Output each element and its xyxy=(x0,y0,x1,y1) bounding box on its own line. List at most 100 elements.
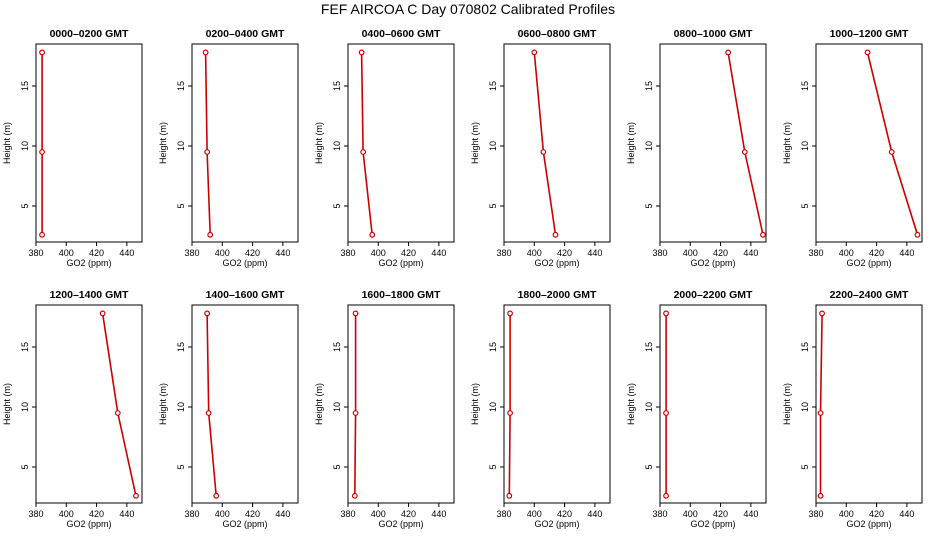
y-tick-label: 10 xyxy=(644,402,654,412)
profile-line xyxy=(360,52,373,235)
x-axis-label: GO2 (ppm) xyxy=(690,258,735,268)
data-point xyxy=(552,231,559,238)
data-point xyxy=(351,492,358,499)
data-point xyxy=(760,231,766,238)
x-tick-label: 420 xyxy=(713,248,728,258)
y-tick-label: 5 xyxy=(488,464,498,469)
plot-frame xyxy=(347,304,455,504)
y-tick-label: 10 xyxy=(488,141,498,151)
y-tick-label: 15 xyxy=(800,81,810,91)
x-tick-label: 440 xyxy=(743,509,758,519)
x-axis-label: GO2 (ppm) xyxy=(534,258,579,268)
x-tick-label: 440 xyxy=(431,248,446,258)
y-axis-label: Height (m) xyxy=(314,122,324,164)
x-axis-label: GO2 (ppm) xyxy=(690,519,735,529)
profile-line xyxy=(354,313,357,496)
y-axis-label: Height (m) xyxy=(626,383,636,425)
data-point xyxy=(99,310,106,317)
y-tick-label: 15 xyxy=(488,342,498,352)
profile-line xyxy=(204,52,211,235)
x-tick-label: 380 xyxy=(184,509,199,519)
profile-panel: 1800–2000 GMT 380 400 420 440 GO2 (ppm) 5 10 15 H… xyxy=(470,289,611,529)
profile-panel: 1600–1800 GMT 380 400 420 440 GO2 (ppm) 5 10 15 H… xyxy=(314,289,455,529)
profile-panel: 2200–2400 GMT 380 400 420 440 GO2 (ppm) 5 10 15 H… xyxy=(782,289,923,529)
data-point xyxy=(531,49,538,56)
plot-frame xyxy=(659,43,767,243)
profile-line xyxy=(206,313,217,496)
panel-title: 1800–2000 GMT xyxy=(518,289,597,301)
x-axis-label: GO2 (ppm) xyxy=(222,519,267,529)
data-point xyxy=(817,410,824,416)
y-tick-label: 15 xyxy=(176,81,186,91)
x-tick-label: 400 xyxy=(683,509,698,519)
data-point xyxy=(663,492,669,499)
data-point xyxy=(663,410,669,416)
y-tick-label: 5 xyxy=(800,464,810,469)
y-tick-label: 10 xyxy=(176,141,186,151)
profile-line xyxy=(533,52,557,235)
profile-panel: 2000–2200 GMT 380 400 420 440 GO2 (ppm) 5 10 15 H… xyxy=(626,289,767,529)
x-tick-label: 400 xyxy=(215,509,230,519)
x-tick-label: 420 xyxy=(869,248,884,258)
x-tick-label: 440 xyxy=(431,509,446,519)
panel-title: 1400–1600 GMT xyxy=(206,289,285,301)
y-tick-label: 5 xyxy=(176,464,186,469)
y-tick-label: 5 xyxy=(20,203,30,208)
y-tick-label: 15 xyxy=(176,342,186,352)
x-tick-label: 380 xyxy=(340,248,355,258)
y-tick-label: 15 xyxy=(800,342,810,352)
x-tick-label: 400 xyxy=(371,248,386,258)
x-axis-label: GO2 (ppm) xyxy=(66,258,111,268)
x-tick-label: 400 xyxy=(59,509,74,519)
y-tick-label: 10 xyxy=(20,141,30,151)
x-tick-label: 440 xyxy=(899,509,914,519)
y-tick-label: 5 xyxy=(332,203,342,208)
x-tick-label: 440 xyxy=(899,248,914,258)
y-tick-label: 10 xyxy=(332,141,342,151)
x-tick-label: 380 xyxy=(28,509,43,519)
x-tick-label: 400 xyxy=(371,509,386,519)
y-axis-label: Height (m) xyxy=(470,383,480,425)
y-tick-label: 10 xyxy=(20,402,30,412)
panel-title: 0600–0800 GMT xyxy=(518,28,597,40)
plot-frame xyxy=(191,43,299,243)
data-point xyxy=(207,231,214,238)
x-tick-label: 380 xyxy=(28,248,43,258)
plot-frame xyxy=(35,304,143,504)
y-tick-label: 15 xyxy=(644,81,654,91)
x-tick-label: 400 xyxy=(839,509,854,519)
y-tick-label: 10 xyxy=(332,402,342,412)
data-point xyxy=(358,49,365,56)
y-axis-label: Height (m) xyxy=(782,122,792,164)
x-tick-label: 420 xyxy=(245,509,260,519)
x-tick-label: 440 xyxy=(587,248,602,258)
y-tick-label: 15 xyxy=(488,81,498,91)
profile-panel: 1200–1400 GMT 380 400 420 440 GO2 (ppm) 5 10 15 H… xyxy=(2,289,143,529)
x-tick-label: 380 xyxy=(340,509,355,519)
x-tick-label: 420 xyxy=(557,248,572,258)
x-tick-label: 420 xyxy=(245,248,260,258)
y-tick-label: 10 xyxy=(800,141,810,151)
y-axis-label: Height (m) xyxy=(2,122,12,164)
x-tick-label: 440 xyxy=(743,248,758,258)
x-axis-label: GO2 (ppm) xyxy=(378,258,423,268)
y-axis-label: Height (m) xyxy=(158,383,168,425)
y-axis-label: Height (m) xyxy=(626,122,636,164)
data-point xyxy=(540,149,547,155)
x-axis-label: GO2 (ppm) xyxy=(222,258,267,268)
panel-title: 1000–1200 GMT xyxy=(830,28,909,40)
x-tick-label: 400 xyxy=(527,248,542,258)
x-tick-label: 380 xyxy=(184,248,199,258)
y-tick-label: 15 xyxy=(332,81,342,91)
panel-title: 0200–0400 GMT xyxy=(206,28,285,40)
plot-frame xyxy=(35,43,143,243)
panel-title: 2000–2200 GMT xyxy=(674,289,753,301)
panel-title: 2200–2400 GMT xyxy=(830,289,909,301)
y-tick-label: 5 xyxy=(800,203,810,208)
panel-title: 1200–1400 GMT xyxy=(50,289,129,301)
profile-panel: 0600–0800 GMT 380 400 420 440 GO2 (ppm) 5 10 15 H… xyxy=(470,28,611,268)
x-tick-label: 400 xyxy=(59,248,74,258)
profile-line xyxy=(101,313,137,496)
x-tick-label: 380 xyxy=(808,509,823,519)
